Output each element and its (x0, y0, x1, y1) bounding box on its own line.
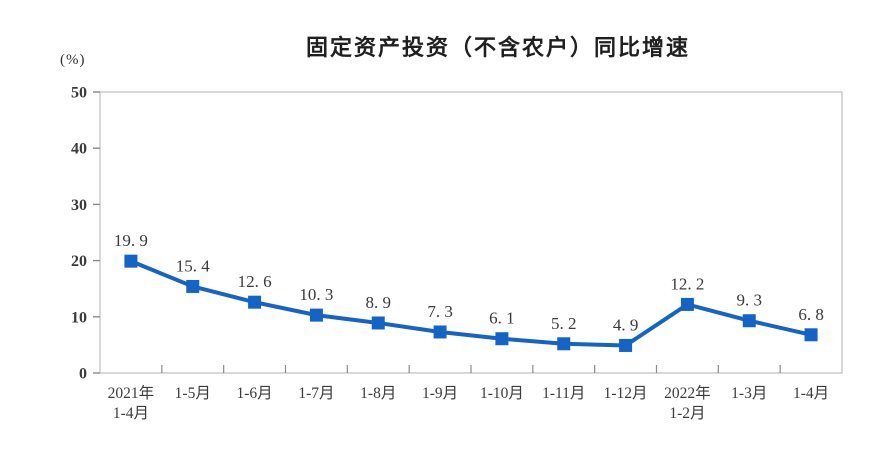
series-line (128, 259, 814, 348)
y-tick-label: 30 (71, 197, 87, 214)
data-point-marker (619, 338, 633, 352)
data-point-marker (124, 254, 138, 268)
x-tick-label: 1-11月 (542, 385, 585, 402)
data-point-marker (495, 332, 509, 346)
data-point-marker (433, 325, 447, 339)
data-point-label: 5. 2 (551, 314, 577, 333)
data-point-marker (742, 314, 756, 328)
x-tick-label: 1-4月 (793, 385, 829, 402)
x-tick-label: 1-9月 (422, 385, 458, 402)
data-point-marker (186, 279, 200, 293)
y-tick-label: 50 (71, 85, 87, 102)
x-tick-label: 1-10月 (480, 385, 524, 402)
data-point-label: 12. 6 (238, 272, 272, 291)
y-tick-label: 20 (71, 253, 87, 270)
data-point-label: 8. 9 (366, 293, 392, 312)
x-tick-label: 1-12月 (604, 385, 648, 402)
y-axis-unit-label: (%) (60, 52, 86, 68)
x-tick-label: 2022年 1-2月 (664, 384, 711, 422)
data-point-marker (680, 297, 694, 311)
data-point-marker (371, 316, 385, 330)
data-point-label: 6. 1 (489, 309, 515, 328)
data-point-marker (804, 328, 818, 342)
data-point-label: 9. 3 (737, 291, 763, 310)
data-point-label: 4. 9 (613, 315, 639, 334)
x-tick-label: 1-8月 (360, 385, 396, 402)
data-point-marker (309, 308, 323, 322)
data-point-label: 7. 3 (427, 302, 453, 321)
data-point-label: 12. 2 (670, 274, 704, 293)
x-tick-label: 1-3月 (731, 385, 767, 402)
x-tick-label: 1-6月 (236, 385, 272, 402)
y-tick-label: 0 (79, 366, 87, 383)
data-point-label: 15. 4 (176, 256, 211, 275)
y-tick-label: 10 (71, 309, 87, 326)
data-point-label: 19. 9 (114, 231, 148, 250)
data-point-label: 10. 3 (299, 285, 333, 304)
x-tick-label: 1-7月 (298, 385, 334, 402)
y-tick-label: 40 (71, 141, 87, 158)
chart-title: 固定资产投资（不含农户）同比增速 (305, 36, 690, 61)
data-point-marker (557, 337, 571, 351)
data-point-label: 6. 8 (798, 305, 824, 324)
plot-border (99, 91, 843, 374)
x-tick-label: 1-5月 (175, 385, 211, 402)
data-point-marker (248, 295, 262, 309)
x-tick-label: 2021年 1-4月 (108, 384, 155, 422)
